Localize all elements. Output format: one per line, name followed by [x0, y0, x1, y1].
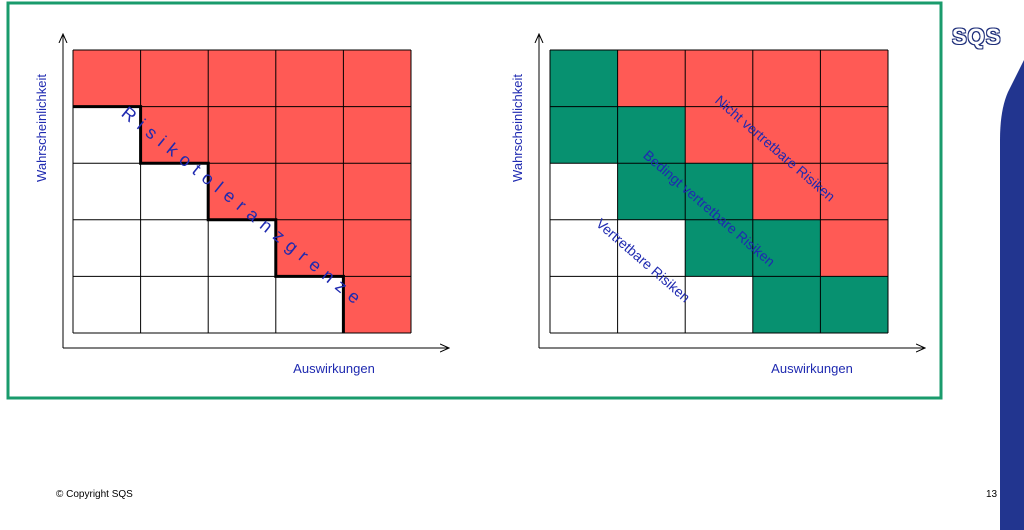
- left-cell-r5-c4: [275, 276, 344, 333]
- right-cell-r2-c5: [820, 106, 888, 164]
- left-cell-r3-c2: [140, 163, 209, 220]
- right-y-axis-label: Wahrscheinlichkeit: [510, 74, 525, 182]
- left-x-axis-label: Auswirkungen: [293, 361, 375, 376]
- sqs-logo: SQS: [952, 24, 1002, 49]
- right-matrix-cells: [550, 50, 888, 333]
- left-cell-r2-c4: [275, 106, 344, 164]
- risk-tolerance-boundary: [73, 105, 345, 333]
- left-cell-r5-c3: [208, 276, 276, 333]
- left-risk-matrix: Wahrscheinlichkeit Auswirkungen Risikoto…: [34, 35, 448, 376]
- left-cell-r4-c3: [208, 219, 276, 277]
- right-cell-r1-c3: [685, 50, 753, 107]
- right-cell-r4-c2: [617, 219, 686, 277]
- page-number: 13: [986, 489, 998, 500]
- left-cell-r5-c1: [73, 276, 141, 333]
- right-risk-matrix: Wahrscheinlichkeit Auswirkungen Nicht ve…: [510, 35, 924, 376]
- side-band-decoration: [1000, 60, 1024, 530]
- right-cell-r5-c1: [550, 276, 618, 333]
- right-cell-r4-c1: [550, 219, 618, 277]
- left-cell-r4-c4: [275, 219, 344, 277]
- left-cell-r1-c3: [208, 50, 276, 107]
- right-cell-r2-c2: [617, 106, 686, 164]
- content-frame: [6, 1, 943, 400]
- right-cell-r1-c4: [752, 50, 821, 107]
- right-cell-r3-c1: [550, 163, 618, 220]
- right-cell-r1-c1: [550, 50, 618, 107]
- right-cell-r4-c5: [820, 219, 888, 277]
- right-cell-r4-c3: [685, 219, 753, 277]
- left-cell-r1-c4: [275, 50, 344, 107]
- left-cell-r4-c5: [343, 219, 411, 277]
- right-cell-r3-c5: [820, 163, 888, 220]
- right-matrix-gridlines: [549, 49, 889, 334]
- right-cell-r3-c2: [617, 163, 686, 220]
- left-cell-r1-c5: [343, 50, 411, 107]
- right-x-axis-label: Auswirkungen: [771, 361, 853, 376]
- left-cell-r2-c2: [140, 106, 209, 164]
- right-cell-r2-c3: [685, 106, 753, 164]
- right-cell-r5-c3: [685, 276, 753, 333]
- left-cell-r5-c2: [140, 276, 209, 333]
- left-cell-r3-c4: [275, 163, 344, 220]
- left-cell-r5-c5: [343, 276, 411, 333]
- right-cell-r1-c5: [820, 50, 888, 107]
- copyright-notice: © Copyright SQS: [56, 489, 133, 500]
- left-matrix-cells: [73, 50, 411, 333]
- left-cell-r1-c2: [140, 50, 209, 107]
- left-cell-r3-c5: [343, 163, 411, 220]
- right-cell-r1-c2: [617, 50, 686, 107]
- left-cell-r2-c1: [73, 106, 141, 164]
- left-cell-r4-c2: [140, 219, 209, 277]
- right-cell-r4-c4: [752, 219, 821, 277]
- left-cell-r3-c1: [73, 163, 141, 220]
- right-cell-r2-c4: [752, 106, 821, 164]
- right-cell-r5-c2: [617, 276, 686, 333]
- left-cell-r2-c5: [343, 106, 411, 164]
- right-cell-r5-c5: [820, 276, 888, 333]
- right-cell-r3-c4: [752, 163, 821, 220]
- right-cell-r2-c1: [550, 106, 618, 164]
- right-cell-r3-c3: [685, 163, 753, 220]
- left-cell-r3-c3: [208, 163, 276, 220]
- left-y-axis-label: Wahrscheinlichkeit: [34, 74, 49, 182]
- left-cell-r2-c3: [208, 106, 276, 164]
- left-cell-r1-c1: [73, 50, 141, 107]
- left-cell-r4-c1: [73, 219, 141, 277]
- right-cell-r5-c4: [752, 276, 821, 333]
